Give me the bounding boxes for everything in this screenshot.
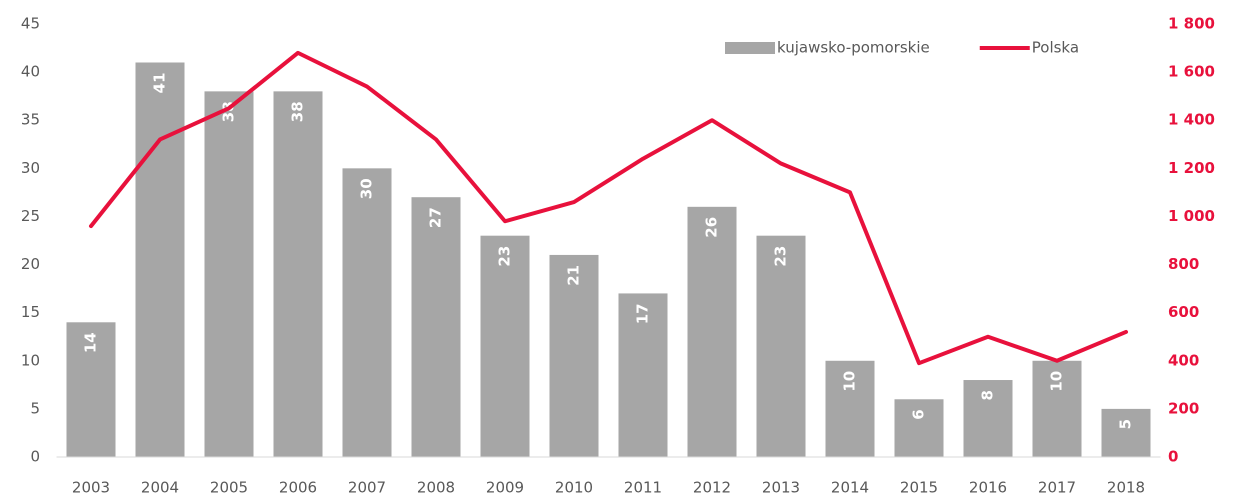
data-label: 6: [910, 409, 928, 419]
y2-tick-label: 1 400: [1168, 111, 1215, 129]
y2-tick-label: 600: [1168, 303, 1199, 321]
bar: [342, 168, 392, 458]
data-label: 17: [634, 303, 652, 324]
legend-label: Polska: [1032, 39, 1079, 57]
x-tick-label: 2010: [555, 479, 593, 497]
x-tick-label: 2018: [1107, 479, 1145, 497]
y-tick-label: 35: [21, 111, 40, 129]
x-tick-label: 2014: [831, 479, 869, 497]
bar: [1032, 360, 1082, 457]
y-tick-label: 20: [21, 255, 40, 273]
bar: [825, 360, 875, 457]
bar: [618, 293, 668, 457]
y-tick-label: 0: [30, 448, 40, 466]
data-label: 26: [703, 217, 721, 238]
x-tick-label: 2006: [279, 479, 317, 497]
y2-tick-label: 1 000: [1168, 207, 1215, 225]
y-tick-label: 15: [21, 303, 40, 321]
x-tick-label: 2011: [624, 479, 662, 497]
bar: [204, 91, 254, 457]
bar: [963, 380, 1013, 457]
x-tick-label: 2013: [762, 479, 800, 497]
y-tick-label: 10: [21, 351, 40, 369]
y2-tick-label: 1 200: [1168, 159, 1215, 177]
x-tick-label: 2016: [969, 479, 1007, 497]
x-tick-label: 2008: [417, 479, 455, 497]
data-label: 10: [841, 371, 859, 392]
x-tick-label: 2015: [900, 479, 938, 497]
bar: [66, 322, 116, 457]
x-tick-label: 2003: [72, 479, 110, 497]
data-label: 23: [772, 246, 790, 267]
bar: [549, 254, 599, 457]
bar: [1101, 408, 1151, 457]
x-tick-label: 2004: [141, 479, 179, 497]
y2-tick-label: 400: [1168, 351, 1199, 369]
y2-tick-label: 1 600: [1168, 63, 1215, 81]
data-label: 38: [289, 101, 307, 122]
x-tick-label: 2012: [693, 479, 731, 497]
bar: [894, 399, 944, 457]
data-label: 5: [1117, 419, 1135, 429]
x-tick-label: 2005: [210, 479, 248, 497]
y2-tick-label: 0: [1168, 448, 1178, 466]
y-tick-label: 40: [21, 63, 40, 81]
bar: [480, 235, 530, 457]
y-tick-label: 30: [21, 159, 40, 177]
data-label: 10: [1048, 371, 1066, 392]
bar: [273, 91, 323, 457]
line: [89, 50, 1128, 366]
bar: [756, 235, 806, 457]
data-label: 8: [979, 390, 997, 400]
data-label: 23: [496, 246, 514, 267]
y2-tick-label: 800: [1168, 255, 1199, 273]
legend-label: kujawsko-pomorskie: [777, 39, 930, 57]
bar: [687, 206, 737, 457]
bar: [135, 62, 185, 457]
x-tick-label: 2017: [1038, 479, 1076, 497]
data-label: 21: [565, 265, 583, 286]
y-tick-label: 5: [30, 399, 40, 417]
data-label: 14: [82, 332, 100, 353]
x-tick-label: 2007: [348, 479, 386, 497]
legend-swatch: [725, 42, 775, 54]
data-label: 41: [151, 72, 169, 93]
x-tick-label: 2009: [486, 479, 524, 497]
bar: [411, 197, 461, 457]
y2-tick-label: 200: [1168, 399, 1199, 417]
data-label: 30: [358, 178, 376, 199]
data-label: 27: [427, 207, 445, 228]
y-tick-label: 45: [21, 15, 40, 33]
y2-tick-label: 1 800: [1168, 15, 1215, 33]
y-tick-label: 25: [21, 207, 40, 225]
